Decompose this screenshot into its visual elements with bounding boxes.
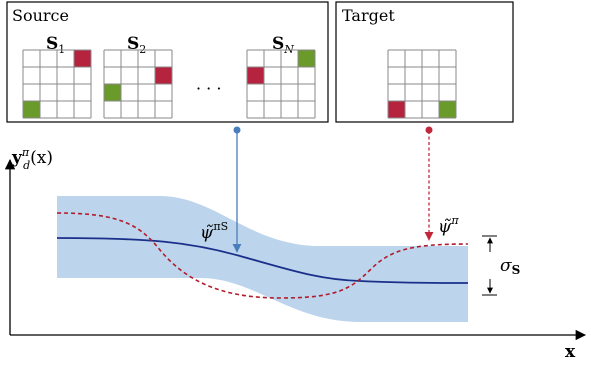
grid-cell-red	[74, 50, 91, 67]
grid-cell-red	[247, 67, 264, 84]
source-box-title: Source	[12, 6, 69, 25]
grid-cell-green	[23, 101, 40, 118]
grid-cell-red	[388, 101, 405, 118]
grid-cell-green	[104, 84, 121, 101]
y-axis-label: yπ d(x)	[11, 146, 53, 172]
band-width-indicator	[482, 235, 497, 296]
target-policy-curve	[56, 212, 469, 299]
axes	[4, 158, 587, 341]
grid-s1	[22, 49, 92, 119]
grid-cell-red	[155, 67, 172, 84]
grid-s2	[103, 49, 173, 119]
source-box: Source S1 S2 · · · SN	[6, 1, 329, 123]
band-width-label: σS	[500, 256, 520, 277]
x-axis-label: x	[565, 342, 576, 362]
uncertainty-band	[57, 196, 468, 322]
grid-target	[387, 49, 457, 119]
source-connector-arrow	[232, 126, 242, 253]
source-curve-label: ψ̃πS	[200, 220, 228, 243]
ellipsis: · · ·	[196, 79, 221, 98]
grid-cell-green	[439, 101, 456, 118]
target-curve-label: ψ̃π	[438, 214, 459, 237]
source-policy-curve	[56, 237, 469, 284]
target-box-title: Target	[342, 6, 395, 25]
target-connector-arrow	[424, 126, 434, 241]
target-box: Target	[335, 1, 514, 123]
grid-sn	[246, 49, 316, 119]
grid-cell-green	[298, 50, 315, 67]
